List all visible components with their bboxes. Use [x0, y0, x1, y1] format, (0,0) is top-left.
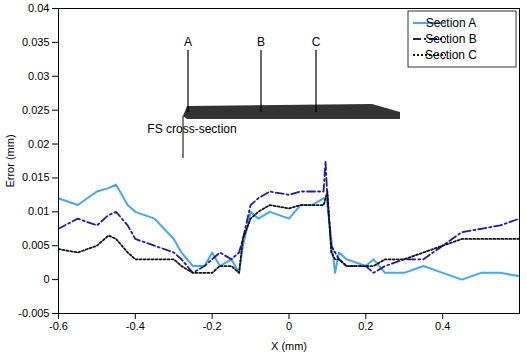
svg-text:0.02: 0.02: [28, 138, 49, 150]
svg-text:Error (mm): Error (mm): [4, 134, 16, 187]
svg-text:Section B: Section B: [425, 32, 476, 46]
svg-text:0.005: 0.005: [22, 239, 50, 251]
svg-text:X (mm): X (mm): [271, 340, 307, 352]
svg-text:0.2: 0.2: [358, 320, 373, 332]
svg-text:0.01: 0.01: [28, 205, 49, 217]
svg-text:Section C: Section C: [425, 48, 477, 62]
svg-text:FS cross-section: FS cross-section: [147, 122, 236, 136]
svg-text:0.03: 0.03: [28, 70, 49, 82]
svg-text:0: 0: [286, 320, 292, 332]
svg-text:0.015: 0.015: [22, 171, 50, 183]
svg-text:-0.005: -0.005: [18, 307, 49, 319]
svg-text:B: B: [257, 35, 265, 49]
svg-text:-0.4: -0.4: [126, 320, 145, 332]
svg-text:0.04: 0.04: [28, 2, 49, 14]
svg-text:0: 0: [43, 273, 49, 285]
svg-text:-0.6: -0.6: [49, 320, 68, 332]
svg-text:0.035: 0.035: [22, 36, 50, 48]
svg-text:-0.2: -0.2: [203, 320, 222, 332]
svg-text:A: A: [184, 35, 192, 49]
svg-text:0.4: 0.4: [435, 320, 450, 332]
svg-text:Section A: Section A: [426, 16, 477, 30]
svg-text:0.025: 0.025: [22, 104, 50, 116]
svg-text:C: C: [312, 35, 321, 49]
